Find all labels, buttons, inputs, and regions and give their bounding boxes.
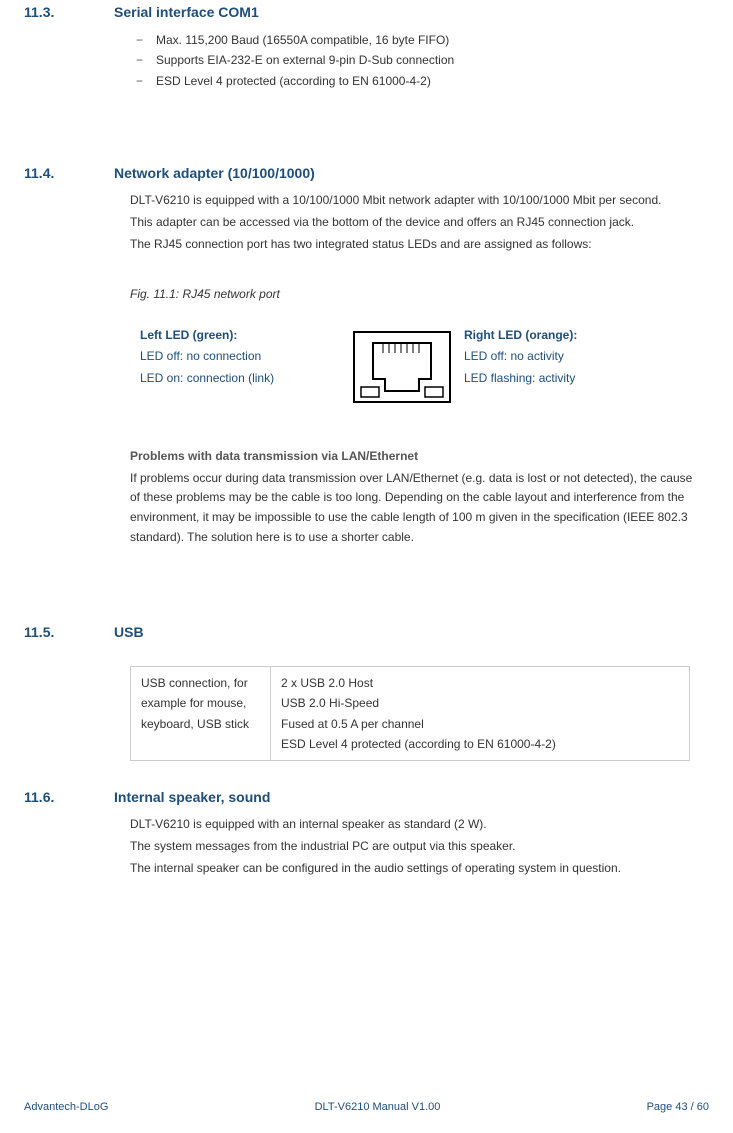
problems-subheading: Problems with data transmission via LAN/…: [130, 449, 699, 463]
section-number: 11.6.: [24, 789, 114, 805]
footer-right: Page 43 / 60: [647, 1101, 709, 1113]
list-item: Max. 115,200 Baud (16550A compatible, 16…: [136, 30, 699, 50]
right-led-description: Right LED (orange): LED off: no activity…: [464, 325, 644, 390]
section-11-3-heading: 11.3. Serial interface COM1: [24, 0, 709, 20]
serial-interface-list: Max. 115,200 Baud (16550A compatible, 16…: [130, 30, 699, 91]
section-11-5-heading: 11.5. USB: [24, 624, 709, 640]
section-number: 11.5.: [24, 624, 114, 640]
figure-caption: Fig. 11.1: RJ45 network port: [130, 287, 699, 301]
section-number: 11.3.: [24, 4, 114, 20]
right-led-line: LED flashing: activity: [464, 368, 644, 390]
usb-table-right-cell: 2 x USB 2.0 Host USB 2.0 Hi-Speed Fused …: [271, 666, 690, 761]
section-title: USB: [114, 624, 144, 640]
section-title: Network adapter (10/100/1000): [114, 165, 315, 181]
left-led-description: Left LED (green): LED off: no connection…: [140, 325, 340, 390]
paragraph: If problems occur during data transmissi…: [130, 469, 699, 548]
footer-left: Advantech-DLoG: [24, 1101, 108, 1113]
left-led-line: LED on: connection (link): [140, 368, 340, 390]
right-led-header: Right LED (orange):: [464, 325, 644, 347]
footer-center: DLT-V6210 Manual V1.00: [315, 1101, 441, 1113]
list-item: Supports EIA-232-E on external 9-pin D-S…: [136, 50, 699, 70]
paragraph: The internal speaker can be configured i…: [130, 859, 699, 879]
usb-spec-line: Fused at 0.5 A per channel: [281, 714, 679, 734]
page-footer: Advantech-DLoG DLT-V6210 Manual V1.00 Pa…: [24, 1101, 709, 1113]
paragraph: DLT-V6210 is equipped with a 10/100/1000…: [130, 191, 699, 211]
usb-spec-line: 2 x USB 2.0 Host: [281, 673, 679, 693]
section-title: Serial interface COM1: [114, 4, 259, 20]
left-led-line: LED off: no connection: [140, 346, 340, 368]
list-item: ESD Level 4 protected (according to EN 6…: [136, 71, 699, 91]
usb-spec-line: USB 2.0 Hi-Speed: [281, 693, 679, 713]
rj45-port-figure: [350, 325, 454, 403]
usb-table-wrap: USB connection, for example for mouse, k…: [130, 666, 699, 762]
right-led-line: LED off: no activity: [464, 346, 644, 368]
rj45-figure-layout: Left LED (green): LED off: no connection…: [140, 325, 699, 403]
paragraph: This adapter can be accessed via the bot…: [130, 213, 699, 233]
usb-table-left-cell: USB connection, for example for mouse, k…: [131, 666, 271, 761]
usb-spec-line: ESD Level 4 protected (according to EN 6…: [281, 734, 679, 754]
section-11-6-heading: 11.6. Internal speaker, sound: [24, 789, 709, 805]
speaker-body: DLT-V6210 is equipped with an internal s…: [130, 815, 699, 878]
rj45-port-icon: [353, 331, 451, 403]
left-led-header: Left LED (green):: [140, 325, 340, 347]
paragraph: DLT-V6210 is equipped with an internal s…: [130, 815, 699, 835]
usb-table: USB connection, for example for mouse, k…: [130, 666, 690, 762]
section-number: 11.4.: [24, 165, 114, 181]
section-11-4-heading: 11.4. Network adapter (10/100/1000): [24, 165, 709, 181]
network-adapter-body: DLT-V6210 is equipped with a 10/100/1000…: [130, 191, 699, 548]
paragraph: The system messages from the industrial …: [130, 837, 699, 857]
table-row: USB connection, for example for mouse, k…: [131, 666, 690, 761]
section-title: Internal speaker, sound: [114, 789, 270, 805]
paragraph: The RJ45 connection port has two integra…: [130, 235, 699, 255]
